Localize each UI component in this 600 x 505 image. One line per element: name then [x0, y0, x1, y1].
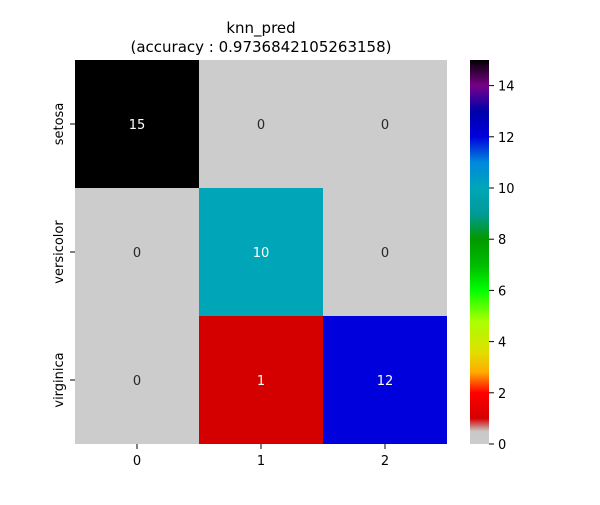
heatmap-cell [199, 60, 323, 188]
heatmap-cells [75, 60, 447, 444]
heatmap-cell [75, 60, 199, 188]
heatmap-cell [323, 316, 447, 444]
heatmap-cell [199, 188, 323, 316]
y-tick-label: versicolor [52, 220, 67, 284]
cell-value-label: 1 [257, 374, 265, 389]
colorbar-tick-label: 14 [498, 80, 515, 95]
colorbar-tick-label: 0 [498, 438, 506, 453]
x-axis: 0 1 2 [133, 444, 389, 469]
x-tick-label: 1 [257, 454, 265, 469]
cell-value-label: 0 [381, 246, 389, 261]
y-axis: setosa versicolor virginica [52, 103, 75, 408]
heatmap-cell [323, 60, 447, 188]
heatmap-cell [75, 188, 199, 316]
cell-annotations: 15 0 0 0 10 0 0 1 12 [129, 118, 394, 389]
chart-title-line1: knn_pred [226, 19, 295, 38]
cell-value-label: 12 [377, 374, 394, 389]
colorbar-gradient [470, 60, 489, 444]
x-tick-label: 2 [381, 454, 389, 469]
cell-value-label: 0 [133, 246, 141, 261]
cell-value-label: 0 [381, 118, 389, 133]
colorbar-tick-label: 4 [498, 336, 506, 351]
heatmap-cell [199, 316, 323, 444]
x-tick-label: 0 [133, 454, 141, 469]
y-tick-label: virginica [52, 352, 67, 407]
colorbar-tick-label: 8 [498, 233, 506, 248]
heatmap-cell [323, 188, 447, 316]
colorbar: 0 2 4 6 8 10 12 14 [470, 60, 515, 453]
colorbar-tick-label: 2 [498, 387, 506, 402]
colorbar-tick-label: 10 [498, 182, 515, 197]
cell-value-label: 15 [129, 118, 146, 133]
colorbar-tick-label: 6 [498, 284, 506, 299]
cell-value-label: 0 [257, 118, 265, 133]
colorbar-tick-label: 12 [498, 131, 515, 146]
cell-value-label: 0 [133, 374, 141, 389]
heatmap-cell [75, 316, 199, 444]
chart-title-line2: (accuracy : 0.9736842105263158) [131, 38, 392, 56]
y-tick-label: setosa [52, 103, 67, 146]
cell-value-label: 10 [253, 246, 270, 261]
